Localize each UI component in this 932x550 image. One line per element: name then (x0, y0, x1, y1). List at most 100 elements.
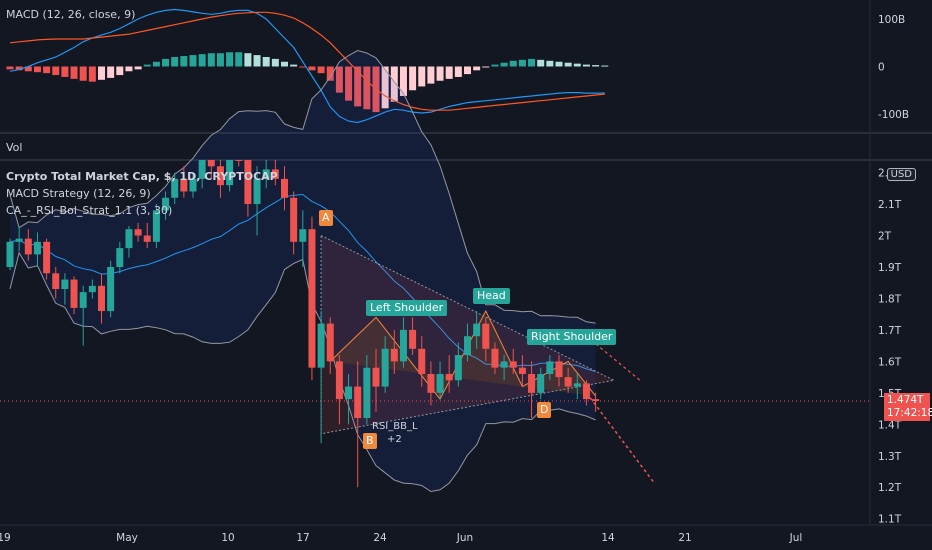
macd-histogram-bar (6, 66, 14, 70)
price-tick-label: 2.1T (878, 199, 902, 211)
indicator-macd-strategy[interactable]: MACD Strategy (12, 26, 9) (6, 187, 151, 200)
macd-line (9, 8, 605, 124)
candle-body (372, 367, 380, 387)
candle-body (134, 229, 142, 236)
left-shoulder-label: Left Shoulder (366, 300, 448, 316)
macd-histogram-bar (509, 60, 517, 67)
macd-histogram-bar (390, 66, 398, 102)
macd-histogram-bar (216, 53, 224, 67)
candle-body (582, 383, 590, 400)
macd-histogram-bar (363, 66, 371, 110)
macd-histogram-bar (207, 53, 215, 67)
macd-histogram-bar (418, 66, 426, 87)
time-tick-label: 14 (601, 532, 615, 544)
macd-histogram-bar (500, 62, 508, 67)
time-tick-label: May (116, 532, 138, 544)
point-d-label: D (537, 402, 552, 418)
candle-body (281, 178, 288, 198)
candle-body (88, 285, 96, 293)
candle-body (290, 197, 298, 242)
macd-histogram-bar (299, 66, 307, 68)
candle-body (564, 377, 572, 387)
macd-histogram-bar (180, 56, 188, 67)
candle-body (528, 373, 536, 393)
candle-body (335, 361, 343, 400)
countdown-timer: 17:42:18 (887, 407, 932, 419)
price-tick-label: 1.8T (878, 293, 902, 305)
macd-histogram-bar (116, 66, 124, 76)
macd-histogram-bar (125, 66, 133, 72)
candle-body (61, 279, 69, 290)
rsi-signal-label: RSI_BB_L (372, 421, 418, 432)
candle-body (573, 383, 581, 387)
price-tick-label: 1.6T (878, 356, 902, 368)
candle-body (436, 373, 444, 393)
candle-body (537, 373, 545, 393)
main-pane-title[interactable]: Crypto Total Market Cap, $, 1D, CRYPTOCA… (6, 170, 278, 183)
macd-histogram-bar (528, 58, 536, 67)
time-tick-label: Jun (456, 532, 473, 544)
macd-histogram-bar (189, 55, 197, 67)
candle-body (15, 238, 23, 242)
candle-body (518, 367, 526, 374)
macd-histogram-bar (253, 55, 261, 67)
candle-body (454, 355, 462, 381)
macd-histogram-bar (271, 58, 279, 67)
currency-badge[interactable]: USD (886, 168, 916, 181)
macd-histogram-bar (454, 66, 462, 77)
macd-histogram-bar (345, 66, 353, 101)
macd-histogram-bar (592, 65, 600, 67)
macd-histogram-bar (98, 66, 105, 80)
macd-histogram-bar (482, 66, 490, 68)
candle-body (235, 160, 243, 161)
price-tick-label: 1.1T (878, 514, 902, 526)
candle-body (464, 336, 471, 356)
macd-histogram-bar (555, 61, 563, 67)
time-tick-label: 21 (678, 532, 691, 544)
last-price-value: 1.474T (887, 394, 924, 406)
macd-histogram-bar (601, 65, 609, 67)
macd-tick-label: 100B (878, 14, 905, 26)
candle-body (271, 169, 279, 179)
candle-body (399, 329, 407, 362)
candle-body (6, 241, 14, 267)
price-tick-label: 1.4T (878, 419, 902, 431)
macd-histogram-bar (564, 62, 572, 67)
candle-body (354, 386, 362, 419)
last-price-tag: 1.474T 17:42:18 (884, 393, 932, 421)
candle-body (262, 169, 270, 179)
price-tick-label: 2T (878, 231, 892, 243)
macd-histogram-bar (171, 57, 179, 67)
macd-histogram-bar (262, 57, 270, 67)
macd-histogram-bar (326, 66, 334, 81)
candle-body (491, 348, 499, 368)
time-tick-label: 19 (0, 532, 11, 544)
candle-body (79, 292, 87, 308)
candle-body (216, 166, 224, 186)
macd-histogram-bar (61, 66, 69, 77)
macd-tick-label: 0 (878, 62, 885, 74)
macd-histogram-bar (33, 66, 41, 73)
point-b-label: B (363, 433, 377, 449)
macd-histogram-bar (24, 66, 32, 72)
candle-body (363, 367, 371, 419)
rsi-signal-qty: +2 (387, 434, 402, 445)
macd-histogram-bar (52, 66, 60, 76)
candle-body (162, 197, 170, 211)
candle-body (116, 248, 124, 267)
candle-body (107, 266, 115, 312)
candle-body (189, 178, 197, 192)
candle-body (143, 235, 151, 242)
indicator-rsi-bol[interactable]: CA_-_RSI_Bol_Strat_1.1 (3, 30) (6, 204, 173, 217)
macd-histogram-bar (43, 66, 51, 74)
macd-histogram-bar (335, 66, 343, 93)
target-projection (585, 392, 656, 485)
price-tick-label: 1.9T (878, 262, 902, 274)
macd-histogram-bar (15, 66, 23, 71)
macd-histogram-bar (235, 52, 243, 67)
candle-body (253, 178, 261, 205)
right-shoulder-label: Right Shoulder (527, 329, 617, 345)
macd-histogram-bar (317, 66, 325, 74)
candle-body (381, 348, 389, 387)
